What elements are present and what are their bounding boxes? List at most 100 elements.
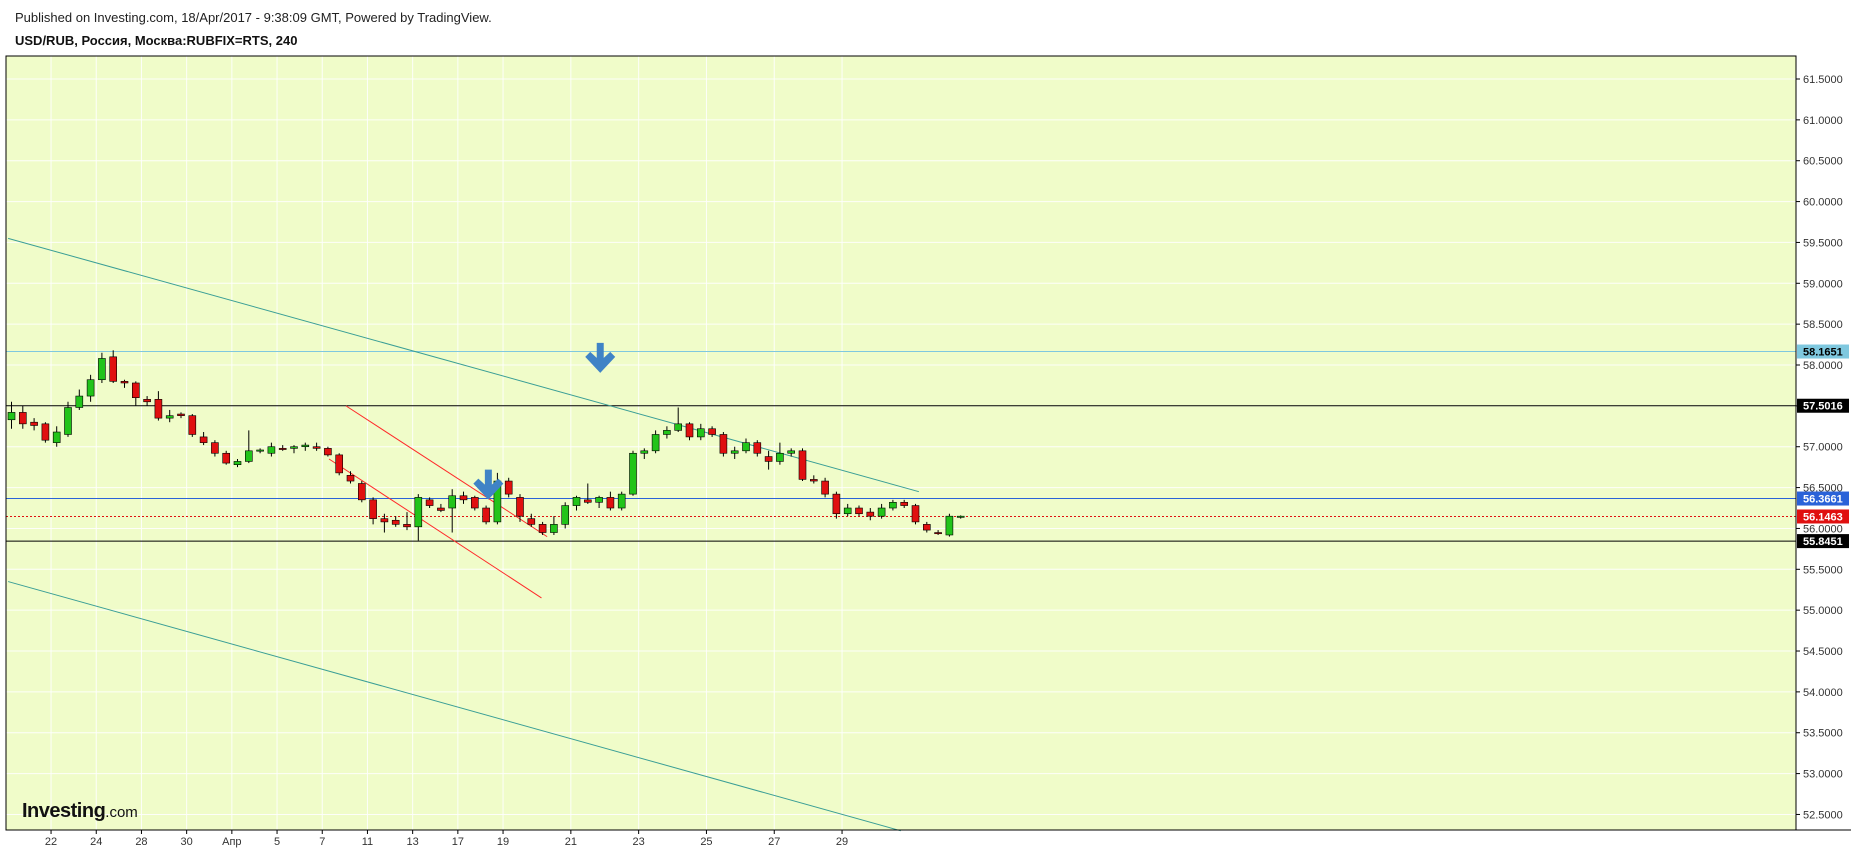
candle-body — [391, 519, 400, 525]
candle-body — [809, 479, 818, 482]
candle — [900, 499, 909, 509]
candle-body — [866, 511, 875, 517]
candle-body — [233, 461, 242, 466]
trend-lines — [7, 237, 920, 832]
symbol-title: USD/RUB, Россия, Москва:RUBFIX=RTS, 240 — [15, 33, 298, 48]
candle-body — [459, 495, 468, 501]
candle-body — [708, 428, 716, 435]
candle — [448, 489, 457, 533]
price-tag: 56.1463 — [1797, 509, 1849, 524]
candle-body — [312, 446, 321, 449]
candle — [414, 494, 423, 541]
y-tick-label: 53.0000 — [1803, 769, 1843, 781]
candle-body — [753, 442, 762, 454]
x-tick-label: 13 — [407, 836, 419, 848]
candle — [98, 352, 106, 383]
candle-body — [188, 415, 197, 435]
price-tag: 56.3661 — [1797, 491, 1849, 506]
candle-body — [696, 428, 705, 438]
axes — [5, 55, 1851, 831]
candle — [324, 446, 332, 457]
candle-body — [414, 497, 423, 528]
candle-body — [41, 423, 50, 441]
candle-body — [572, 497, 581, 506]
candle-body — [211, 442, 219, 454]
candle — [606, 491, 615, 511]
candle — [403, 512, 411, 531]
candle — [516, 494, 524, 522]
candle-body — [583, 499, 592, 503]
candle-body — [7, 412, 16, 421]
candle-body — [324, 448, 332, 456]
y-tick-label: 61.0000 — [1803, 115, 1843, 127]
candle-body — [617, 493, 626, 509]
candle-body — [798, 450, 807, 480]
candle-body — [527, 518, 536, 525]
candle — [470, 495, 479, 511]
candle-body — [629, 452, 637, 495]
candle-body — [380, 518, 389, 523]
price-tag: 58.1651 — [1797, 344, 1849, 359]
plot-area[interactable] — [6, 56, 1796, 830]
candle-body — [290, 446, 298, 449]
candle — [312, 442, 321, 451]
x-tick-label: 21 — [565, 836, 577, 848]
candle — [41, 422, 50, 443]
candle-body — [674, 423, 683, 431]
x-tick-label: 30 — [181, 836, 193, 848]
candle — [177, 412, 185, 419]
candle-body — [357, 483, 366, 501]
candle — [301, 442, 310, 451]
candle — [572, 495, 581, 511]
chart-header: Published on Investing.com, 18/Apr/2017 … — [15, 9, 492, 50]
price-tag: 55.8451 — [1797, 534, 1849, 549]
candle — [256, 448, 264, 454]
candle — [583, 483, 592, 504]
x-tick-label: 29 — [836, 836, 848, 848]
candle — [278, 445, 287, 451]
candle-body — [821, 480, 829, 495]
candle-body — [425, 499, 434, 506]
x-tick-label: 23 — [633, 836, 645, 848]
candle — [798, 448, 807, 482]
candle — [889, 499, 897, 511]
candle — [86, 374, 95, 402]
candle — [696, 423, 705, 441]
annotation-arrows — [473, 342, 616, 500]
candle — [222, 450, 230, 465]
candle — [719, 432, 728, 457]
candlesticks — [7, 350, 965, 541]
candle — [809, 475, 818, 484]
candle — [504, 477, 513, 498]
x-tick-label: Апр — [222, 836, 241, 848]
candle-body — [730, 450, 739, 454]
x-tick-label: 7 — [319, 836, 325, 848]
price-tag-label: 56.1463 — [1803, 511, 1843, 523]
y-tick-label: 52.5000 — [1803, 809, 1843, 821]
x-tick-label: 24 — [90, 836, 102, 848]
logo-suffix: .com — [105, 804, 138, 821]
y-tick-label: 56.0000 — [1803, 523, 1843, 535]
candle-body — [165, 415, 174, 419]
candle — [132, 381, 140, 406]
candle — [595, 495, 603, 509]
candle — [764, 450, 773, 470]
price-tags: 58.1651 57.5016 56.3661 56.1463 55.8451 — [1797, 344, 1849, 549]
candle-body — [922, 524, 931, 531]
trend-line — [7, 581, 901, 832]
candle — [934, 530, 942, 535]
candle — [199, 432, 208, 446]
trend-line — [328, 458, 542, 599]
candle — [188, 414, 197, 437]
candle-body — [640, 450, 649, 454]
price-tag-bg — [1797, 398, 1849, 413]
candle — [742, 438, 750, 454]
candle-body — [143, 399, 151, 403]
candle-body — [64, 407, 72, 435]
candle — [165, 409, 174, 423]
candle — [120, 379, 129, 388]
candle — [538, 521, 547, 535]
y-tick-label: 61.5000 — [1803, 74, 1843, 86]
candle — [550, 516, 558, 535]
